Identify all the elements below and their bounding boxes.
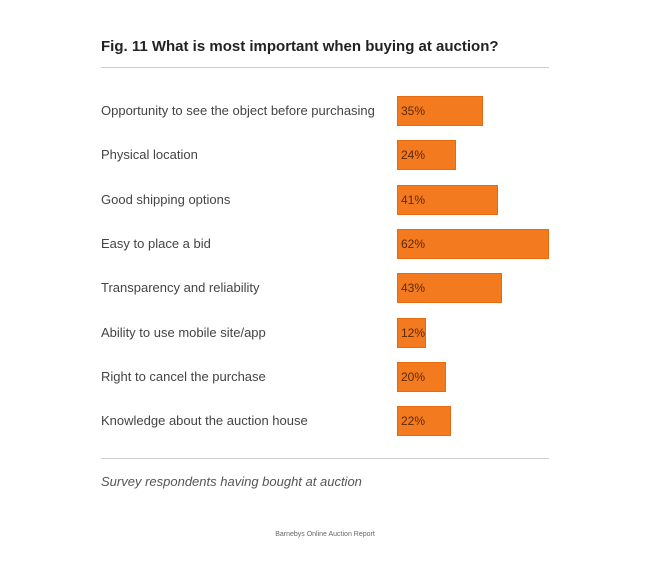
- source-credit: Barnebys Online Auction Report: [275, 531, 375, 538]
- bar-value-label: 41%: [401, 192, 426, 207]
- bar: 22%: [397, 406, 451, 437]
- bar-value-label: 22%: [401, 414, 426, 429]
- category-label: Good shipping options: [101, 191, 231, 207]
- category-label: Right to cancel the purchase: [101, 368, 266, 384]
- bar-value-label: 12%: [401, 325, 426, 340]
- bar-value-label: 43%: [401, 281, 426, 296]
- bar-row: Knowledge about the auction house 22%: [101, 406, 561, 437]
- bar-value-label: 24%: [401, 148, 426, 163]
- bar-row: Physical location 24%: [101, 140, 561, 171]
- bar: 35%: [397, 96, 483, 126]
- bar-value-label: 62%: [401, 236, 426, 251]
- bottom-divider: [101, 458, 549, 459]
- bar: 20%: [397, 361, 447, 392]
- category-label: Ability to use mobile site/app: [101, 324, 266, 340]
- category-label: Physical location: [101, 147, 198, 163]
- bar-row: Good shipping options 41%: [101, 184, 561, 215]
- bar-row: Ability to use mobile site/app 12%: [101, 317, 561, 348]
- category-label: Knowledge about the auction house: [101, 413, 308, 429]
- bar-value-label: 20%: [401, 369, 426, 384]
- category-label: Easy to place a bid: [101, 235, 211, 251]
- bar-value-label: 35%: [401, 104, 426, 118]
- bar: 62%: [397, 228, 549, 259]
- bar-row: Easy to place a bid 62%: [101, 228, 561, 259]
- bar-row: Transparency and reliability 43%: [101, 273, 561, 304]
- bar-row: Opportunity to see the object before pur…: [101, 96, 561, 126]
- category-label: Transparency and reliability: [101, 280, 260, 296]
- bar: 12%: [397, 317, 427, 348]
- category-label: Opportunity to see the object before pur…: [101, 103, 375, 118]
- bar: 43%: [397, 273, 503, 304]
- bar-row: Right to cancel the purchase 20%: [101, 361, 561, 392]
- bar: 41%: [397, 184, 498, 215]
- chart-title: Fig. 11 What is most important when buyi…: [101, 38, 499, 55]
- top-divider: [101, 67, 549, 68]
- bar: 24%: [397, 140, 456, 171]
- chart-note: Survey respondents having bought at auct…: [101, 474, 362, 489]
